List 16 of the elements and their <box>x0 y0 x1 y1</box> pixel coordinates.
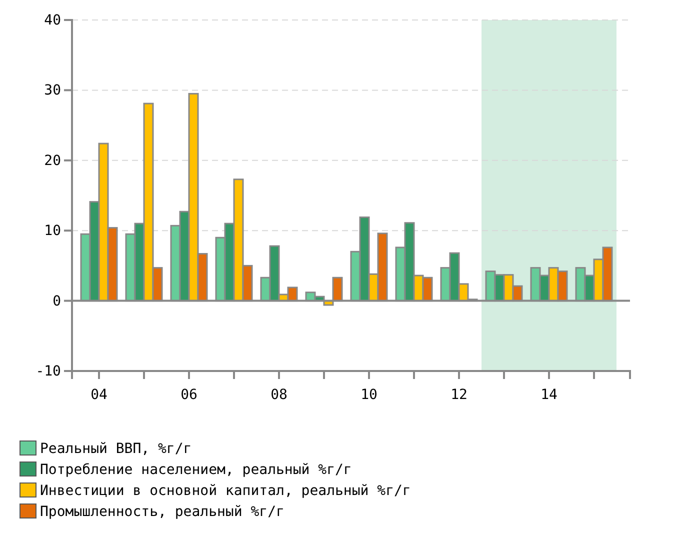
x-tick-label: 06 <box>180 386 198 403</box>
legend-label: Промышленность, реальный %г/г <box>40 504 284 520</box>
x-tick-label: 14 <box>540 386 558 403</box>
y-tick-label: 10 <box>44 223 61 240</box>
legend-label: Инвестиции в основной капитал, реальный %г/г <box>40 483 411 499</box>
x-tick-label: 08 <box>270 386 288 403</box>
legend-label: Потребление населением, реальный %г/г <box>40 462 352 478</box>
x-tick-label: 10 <box>360 386 378 403</box>
legend-label: Реальный ВВП, %г/г <box>40 441 192 457</box>
y-tick-label: 20 <box>44 152 61 169</box>
x-tick-label: 04 <box>90 386 108 403</box>
x-tick-label: 12 <box>450 386 468 403</box>
y-tick-label: 0 <box>52 293 61 310</box>
y-tick-label: -10 <box>36 363 61 380</box>
y-tick-label: 30 <box>44 82 61 99</box>
y-tick-label: 40 <box>44 12 61 28</box>
